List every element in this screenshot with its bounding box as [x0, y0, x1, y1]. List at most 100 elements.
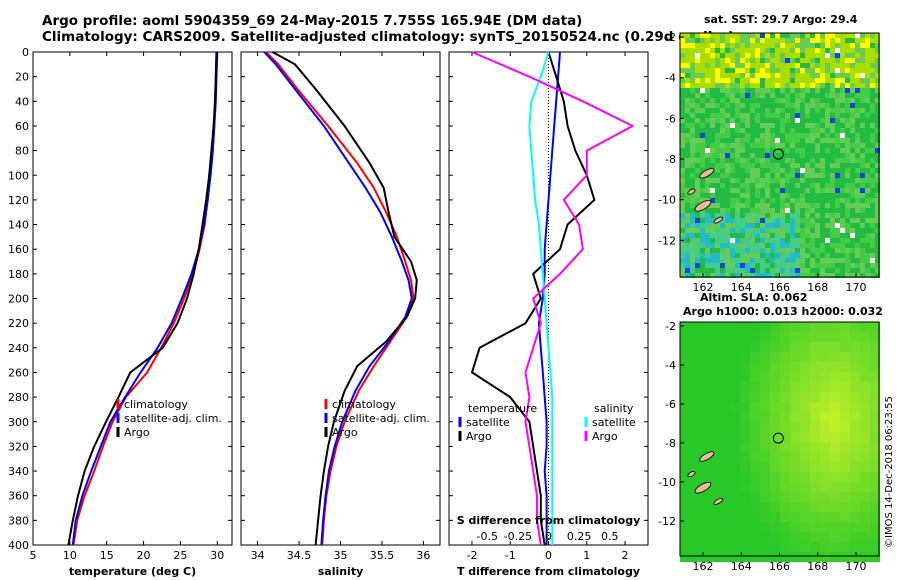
map-cell: [700, 88, 705, 93]
map-cell: [825, 73, 830, 78]
map-cell: [715, 213, 720, 218]
map-cell: [730, 108, 735, 113]
map-cell: [805, 158, 810, 163]
map-cell: [680, 372, 690, 382]
map-cell: [705, 233, 710, 238]
map-cell: [795, 98, 800, 103]
map-cell: [840, 238, 845, 243]
map-cell: [855, 233, 860, 238]
map-cell: [750, 462, 760, 472]
map-cell: [865, 198, 870, 203]
map-cell: [700, 188, 705, 193]
map-cell: [725, 258, 730, 263]
map-cell: [820, 33, 825, 38]
map-cell: [830, 228, 835, 233]
map-cell: [840, 158, 845, 163]
map-cell: [810, 83, 815, 88]
map-cell: [800, 58, 805, 63]
map-cell: [745, 53, 750, 58]
map-cell: [815, 203, 820, 208]
map-cell: [800, 38, 805, 43]
map-cell: [850, 512, 860, 522]
map-cell: [750, 118, 755, 123]
map-cell: [860, 188, 865, 193]
map-cell: [710, 133, 715, 138]
map-cell: [725, 108, 730, 113]
map-cell: [750, 33, 755, 38]
map-cell: [790, 482, 800, 492]
map-cell: [745, 203, 750, 208]
map-cell: [790, 258, 795, 263]
map-cell: [690, 113, 695, 118]
map-cell: [815, 143, 820, 148]
map-cell: [725, 128, 730, 133]
map-cell: [825, 68, 830, 73]
map-cell: [810, 108, 815, 113]
map-cell: [855, 48, 860, 53]
map-cell: [750, 223, 755, 228]
map-cell: [815, 83, 820, 88]
map-cell: [855, 193, 860, 198]
map-cell: [835, 188, 840, 193]
map-cell: [850, 382, 860, 392]
map-cell: [765, 53, 770, 58]
map-cell: [715, 128, 720, 133]
map-cell: [730, 452, 740, 462]
map-cell: [770, 512, 780, 522]
map-cell: [840, 243, 845, 248]
map-cell: [760, 352, 770, 362]
map-cell: [700, 103, 705, 108]
map-cell: [790, 118, 795, 123]
temperature-legend-label: climatology: [124, 398, 188, 411]
map-cell: [760, 442, 770, 452]
map-cell: [790, 532, 800, 542]
map-cell: [825, 78, 830, 83]
map-cell: [685, 273, 690, 278]
map-cell: [775, 38, 780, 43]
map-cell: [715, 228, 720, 233]
map-cell: [680, 402, 690, 412]
map-cell: [705, 158, 710, 163]
map-cell: [785, 253, 790, 258]
map-cell: [715, 268, 720, 273]
map-cell: [695, 228, 700, 233]
map-cell: [820, 53, 825, 58]
map-cell: [700, 183, 705, 188]
map-cell: [760, 263, 765, 268]
map-cell: [715, 143, 720, 148]
map-cell: [865, 93, 870, 98]
map-cell: [830, 58, 835, 63]
map-cell: [730, 123, 735, 128]
map-cell: [865, 83, 870, 88]
map-cell: [810, 133, 815, 138]
map-cell: [720, 198, 725, 203]
map-cell: [680, 552, 690, 562]
map-cell: [690, 502, 700, 512]
map-cell: [820, 38, 825, 43]
map-cell: [755, 48, 760, 53]
map-cell: [800, 133, 805, 138]
map-cell: [865, 38, 870, 43]
map-cell: [800, 103, 805, 108]
map-cell: [800, 143, 805, 148]
map-cell: [845, 83, 850, 88]
map-cell: [680, 492, 690, 502]
temperature-legend-label: Argo: [124, 426, 150, 439]
map-cell: [695, 193, 700, 198]
map-cell: [770, 138, 775, 143]
map-cell: [760, 63, 765, 68]
map-cell: [770, 93, 775, 98]
map-cell: [755, 228, 760, 233]
map-cell: [775, 248, 780, 253]
map-cell: [710, 198, 715, 203]
map-cell: [730, 502, 740, 512]
map-cell: [830, 442, 840, 452]
map-cell: [695, 148, 700, 153]
map-cell: [725, 193, 730, 198]
map-cell: [715, 83, 720, 88]
map-cell: [850, 43, 855, 48]
map-cell: [750, 512, 760, 522]
map-cell: [745, 223, 750, 228]
map-cell: [760, 173, 765, 178]
map-cell: [855, 113, 860, 118]
